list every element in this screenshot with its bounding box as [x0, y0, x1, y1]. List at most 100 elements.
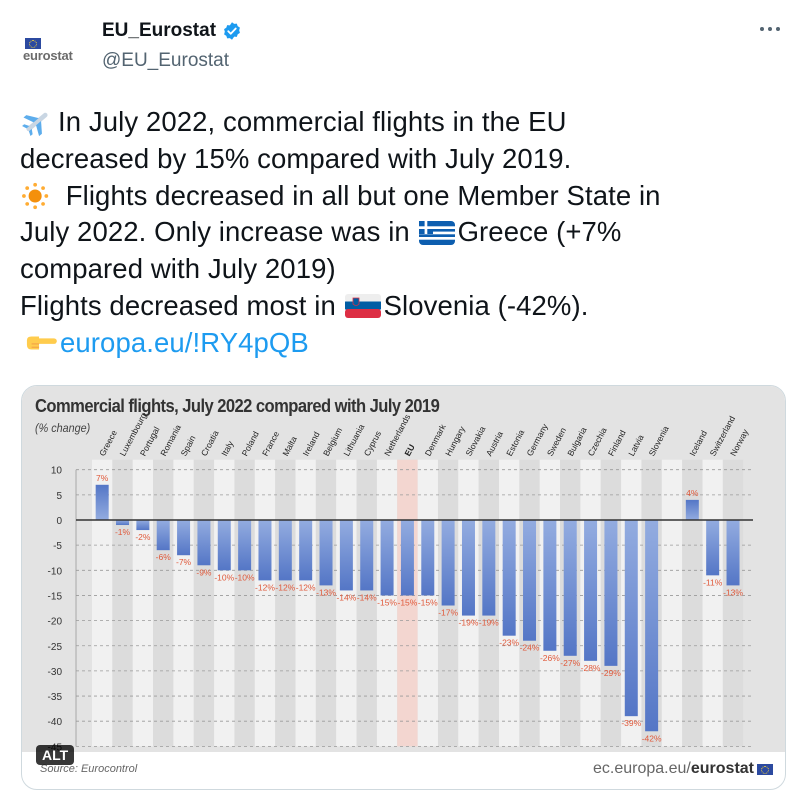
x-category-label: Austria: [484, 429, 505, 457]
bar-latvia: [624, 520, 638, 717]
bar-ireland: [299, 520, 313, 581]
bar-germany: [523, 520, 537, 641]
verified-badge-icon: [224, 22, 240, 40]
column-band: [214, 459, 235, 747]
x-category-label: Norway: [728, 427, 751, 458]
tweet-text: In July 2022, commercial flights in the …: [20, 104, 790, 362]
column-band: [173, 459, 194, 747]
x-category-label: Poland: [240, 429, 261, 457]
value-label: 7%: [96, 473, 109, 483]
bar-hungary: [441, 520, 455, 606]
column-band: [275, 459, 296, 747]
column-band: [295, 459, 316, 747]
y-tick-label: -25: [48, 642, 63, 653]
bar-slovenia: [645, 520, 659, 732]
bar-lithuania: [339, 520, 353, 591]
x-category-label: Ireland: [301, 430, 322, 458]
y-tick-label: -20: [48, 617, 63, 628]
x-category-label: Spain: [179, 434, 198, 458]
bar-malta: [278, 520, 292, 581]
bar-luxembourg: [116, 520, 130, 526]
avatar[interactable]: eurostat: [18, 30, 88, 80]
x-category-label: Malta: [280, 434, 299, 457]
column-band: [315, 459, 337, 747]
bar-spain: [177, 520, 191, 556]
x-category-label: Italy: [219, 439, 236, 458]
x-category-label: Greece: [97, 428, 119, 458]
x-category-label: France: [260, 429, 281, 457]
author-name-row[interactable]: EU_Eurostat: [102, 20, 242, 42]
value-label: -11%: [703, 577, 723, 587]
value-label: -14%: [357, 592, 377, 602]
value-label: -9%: [196, 567, 212, 577]
ellipsis-icon: [760, 27, 764, 31]
bar-finland: [604, 520, 618, 666]
value-label: -19%: [479, 618, 499, 628]
ellipsis-icon: [776, 27, 780, 31]
flag-greece-icon: [418, 220, 455, 245]
tweet-link[interactable]: europa.eu/!RY4pQB: [60, 326, 309, 358]
y-tick-label: 5: [56, 491, 62, 502]
value-label: -13%: [316, 587, 336, 597]
value-label: -15%: [418, 597, 438, 607]
tweet-line: Flights decreased most in Slovenia (-42%…: [20, 289, 589, 321]
ellipsis-icon: [768, 27, 772, 31]
column-band: [254, 459, 276, 747]
pointing-hand-icon: [26, 336, 57, 350]
value-label: -24%: [520, 643, 540, 653]
tweet-line: europa.eu/!RY4pQB: [20, 325, 790, 362]
value-label: -29%: [601, 668, 621, 678]
tweet-line: July 2022. Only increase was in Greece (…: [20, 216, 622, 248]
author-handle[interactable]: @EU_Eurostat: [102, 50, 230, 71]
more-options-button[interactable]: [760, 27, 780, 31]
value-label: -23%: [499, 638, 519, 648]
column-band: [336, 459, 357, 747]
value-label: -10%: [235, 572, 255, 582]
sun-icon: [22, 182, 49, 210]
x-category-label: Iceland: [687, 429, 709, 458]
eurostat-footer-url: ec.europa.eu/eurostat: [593, 760, 773, 778]
value-label: -12%: [255, 582, 275, 592]
display-name[interactable]: EU_Eurostat: [102, 20, 217, 41]
x-category-label: EU: [402, 443, 416, 458]
value-label: -6%: [156, 552, 172, 562]
bar-czechia: [584, 520, 598, 661]
value-label: -26%: [540, 653, 560, 663]
column-band: [722, 459, 744, 747]
media-card[interactable]: Commercial flights, July 2022 compared w…: [21, 385, 786, 790]
value-label: -13%: [723, 587, 743, 597]
column-band: [682, 459, 703, 747]
avatar-wordmark: eurostat: [23, 48, 73, 63]
bar-chart: 1050-5-10-15-20-25-30-35-40-457%Greece-1…: [48, 411, 753, 752]
bar-croatia: [197, 520, 211, 566]
y-tick-label: -35: [48, 692, 63, 703]
y-tick-label: -5: [53, 541, 62, 552]
bar-estonia: [502, 520, 516, 636]
alt-text-button[interactable]: ALT: [36, 745, 75, 765]
bar-netherlands: [380, 520, 394, 596]
bar-bulgaria: [563, 520, 577, 656]
tweet-line: In July 2022, commercial flights in the …: [20, 104, 790, 141]
bar-iceland: [685, 499, 699, 520]
value-label: -15%: [398, 597, 418, 607]
eu-flag-icon: [25, 38, 41, 49]
x-category-label: Estonia: [504, 428, 526, 458]
bar-belgium: [319, 520, 333, 586]
bar-romania: [156, 520, 170, 551]
bar-greece: [95, 484, 109, 520]
column-band: [132, 459, 154, 747]
value-label: -1%: [115, 527, 131, 537]
chart-subtitle: (% change): [35, 421, 91, 435]
bar-poland: [238, 520, 252, 571]
bar-eu: [400, 520, 414, 596]
x-category-label: Latvia: [626, 433, 646, 458]
chart-title: Commercial flights, July 2022 compared w…: [35, 396, 440, 416]
bar-sweden: [543, 520, 557, 651]
column-band: [356, 459, 377, 747]
value-label: 4%: [686, 488, 699, 498]
bar-denmark: [421, 520, 435, 596]
y-tick-label: -40: [48, 717, 63, 728]
value-label: -17%: [438, 608, 458, 618]
value-label: -10%: [214, 572, 234, 582]
y-tick-label: -30: [48, 667, 63, 678]
